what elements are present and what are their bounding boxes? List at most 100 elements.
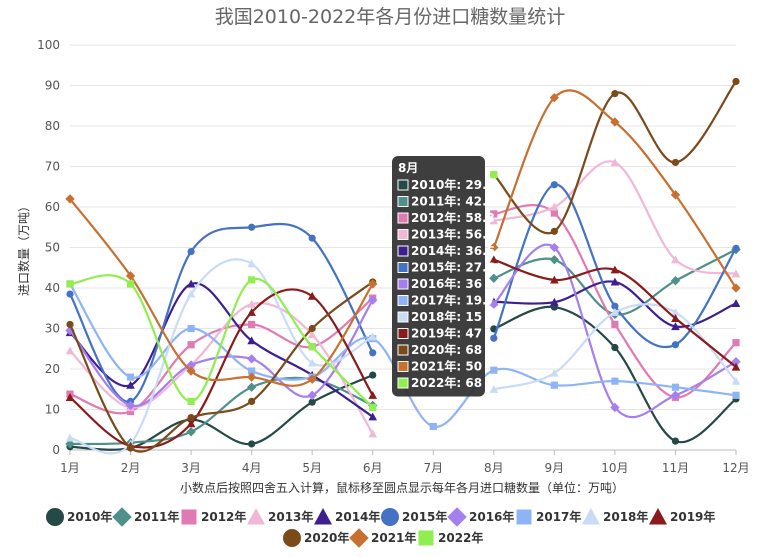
data-point <box>248 397 256 405</box>
data-point <box>187 397 195 405</box>
legend-label: 2010年 <box>67 509 112 524</box>
legend-item-2022年[interactable]: 2022年 <box>418 530 484 546</box>
legend-item-2021年[interactable]: 2021年 <box>349 528 416 548</box>
y-tick-label: 40 <box>45 281 60 295</box>
legend-item-2020年[interactable]: 2020年 <box>283 529 349 547</box>
data-point <box>248 440 256 448</box>
tooltip-row: 2018年: 15 <box>411 309 482 324</box>
data-point <box>247 336 256 345</box>
legend-marker <box>447 507 467 527</box>
legend-item-2010年[interactable]: 2010年 <box>46 508 112 526</box>
legend-label: 2017年 <box>536 509 581 524</box>
data-point <box>731 299 741 307</box>
tooltip-row: 2013年: 56.6 <box>411 227 495 242</box>
data-point <box>307 330 317 339</box>
tooltip-row: 2011年: 42.4 <box>411 194 495 209</box>
data-point <box>550 202 559 211</box>
legend-item-2014年[interactable]: 2014年 <box>314 508 380 525</box>
tooltip-swatch <box>397 278 409 290</box>
tooltip-swatch <box>397 179 409 191</box>
data-point <box>490 171 498 179</box>
data-point <box>611 343 619 352</box>
legend-marker <box>516 509 532 525</box>
legend-item-2012年[interactable]: 2012年 <box>181 509 247 525</box>
y-axis-ticks: 0 10 20 30 40 50 60 70 80 90 100 <box>37 38 60 457</box>
data-point <box>248 276 256 284</box>
data-point <box>550 297 559 306</box>
data-point <box>550 209 558 217</box>
series-layer <box>65 77 741 455</box>
tooltip-row: 2022年: 68 <box>411 375 482 390</box>
data-point <box>670 390 681 401</box>
data-point <box>247 299 256 308</box>
series-line <box>69 299 374 408</box>
legend-marker <box>181 509 197 525</box>
tooltip-row: 2020年: 68 <box>411 342 482 357</box>
data-point <box>368 412 378 421</box>
data-point <box>489 273 499 283</box>
data-point <box>731 376 741 385</box>
tooltip-title: 8月 <box>398 161 418 175</box>
legend-label: 2022年 <box>438 530 483 545</box>
legend-marker <box>283 529 301 547</box>
legend-label: 2019年 <box>670 509 715 524</box>
x-tick-label: 1月 <box>60 461 80 475</box>
data-point <box>126 380 135 389</box>
data-point <box>610 158 620 167</box>
legend-item-2015年[interactable]: 2015年 <box>381 508 447 526</box>
series-line <box>69 302 374 435</box>
data-point <box>65 346 75 355</box>
series-line <box>492 183 737 349</box>
legend-label: 2011年 <box>134 509 179 524</box>
data-point <box>489 384 499 393</box>
data-point <box>671 383 680 391</box>
legend-label: 2015年 <box>402 509 447 524</box>
series-2021年 <box>65 89 741 387</box>
data-point <box>671 322 680 331</box>
legend-item-2019年[interactable]: 2019年 <box>649 508 715 525</box>
data-point <box>611 377 619 385</box>
data-point <box>246 354 257 364</box>
legend-item-2011年[interactable]: 2011年 <box>112 507 179 527</box>
data-point <box>368 332 378 341</box>
data-point <box>670 190 681 200</box>
legend-label: 2020年 <box>304 530 349 545</box>
x-tick-label: 7月 <box>423 461 443 475</box>
legend-label: 2014年 <box>335 509 380 524</box>
tooltip-swatch <box>397 328 409 339</box>
x-axis-ticks: 1月 2月 3月 4月 5月 6月 7月 8月 9月 10月 11月 12月 <box>60 450 750 475</box>
series-2022年 <box>66 171 498 412</box>
data-point <box>368 429 378 438</box>
data-point <box>66 280 74 288</box>
x-tick-label: 9月 <box>545 461 565 475</box>
data-point <box>248 367 256 375</box>
data-point <box>550 227 558 235</box>
data-point <box>187 341 195 349</box>
legend-item-2016年[interactable]: 2016年 <box>447 507 514 527</box>
data-point <box>490 334 498 342</box>
data-point <box>732 339 740 347</box>
data-point <box>308 343 316 351</box>
data-point <box>308 234 316 242</box>
legend-item-2018年[interactable]: 2018年 <box>582 508 648 525</box>
legend-item-2013年[interactable]: 2013年 <box>247 508 313 525</box>
data-point <box>308 398 316 406</box>
data-point <box>731 362 741 371</box>
legend-item-2017年[interactable]: 2017年 <box>516 509 582 525</box>
data-point <box>611 320 619 329</box>
data-point <box>611 302 619 310</box>
data-point <box>611 90 619 98</box>
data-point <box>610 402 620 413</box>
legend-marker <box>649 508 667 525</box>
data-point <box>550 275 559 284</box>
y-tick-label: 80 <box>45 119 60 133</box>
tooltip-swatch <box>397 295 409 306</box>
series-line <box>69 198 374 387</box>
data-point <box>307 291 317 300</box>
series-line <box>69 274 374 409</box>
data-point <box>671 437 680 445</box>
data-point <box>308 324 316 333</box>
tooltip-row: 2014年: 36.6 <box>411 243 495 258</box>
